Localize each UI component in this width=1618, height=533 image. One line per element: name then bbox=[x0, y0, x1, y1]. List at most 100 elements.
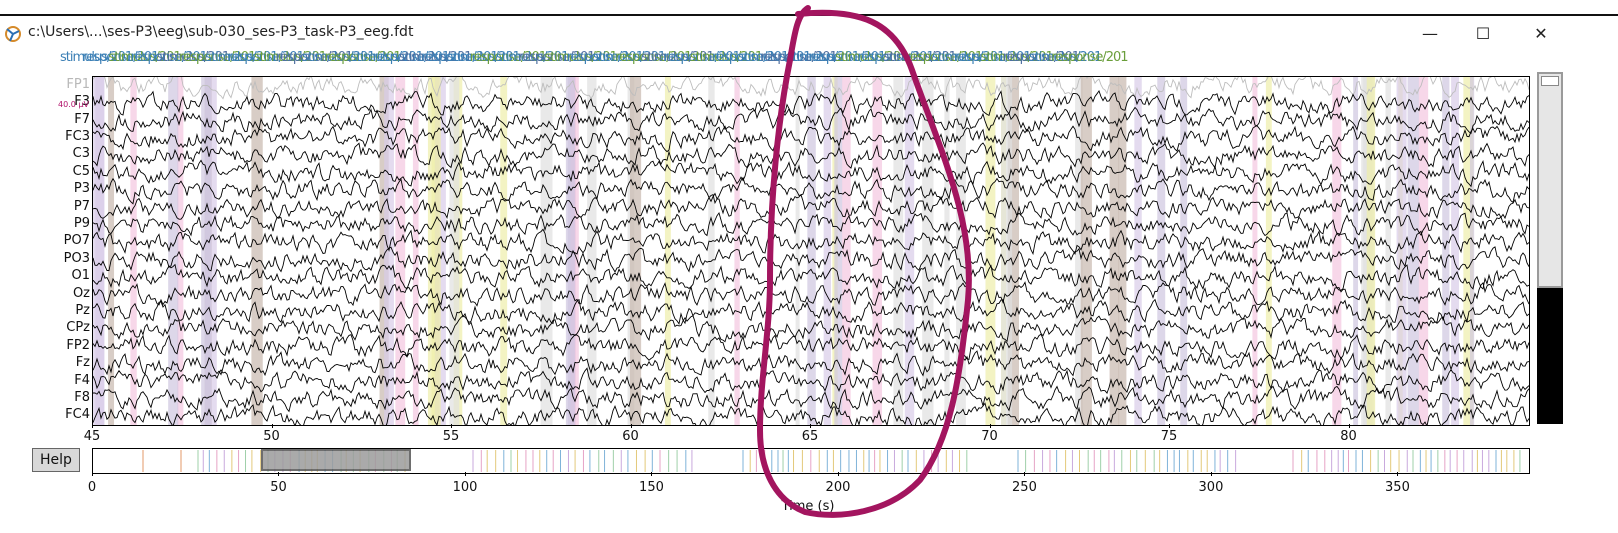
channel-label[interactable]: FP1 bbox=[66, 76, 90, 92]
overview-tick-mark bbox=[92, 472, 93, 476]
annotation-label: response/201 bbox=[421, 50, 498, 65]
close-icon: ✕ bbox=[1534, 23, 1548, 43]
annotation-label: stimulus/201 bbox=[689, 50, 763, 65]
annotation-label: stimulus/201 bbox=[60, 50, 133, 65]
annotation-span bbox=[1157, 77, 1166, 425]
channel-label[interactable]: PO7 bbox=[63, 233, 90, 249]
channel-label[interactable]: C5 bbox=[72, 163, 90, 179]
overview-tick-mark bbox=[1397, 472, 1399, 476]
channel-label[interactable]: P9 bbox=[73, 215, 90, 231]
channel-label[interactable]: CPz bbox=[66, 320, 90, 336]
annotation-span bbox=[1385, 77, 1391, 425]
annotation-span bbox=[1469, 77, 1475, 425]
channel-label[interactable]: P3 bbox=[73, 181, 90, 197]
annotation-span bbox=[1451, 77, 1459, 425]
overview-tick-mark bbox=[1210, 472, 1212, 476]
channel-label[interactable]: F8 bbox=[74, 389, 90, 405]
x-tick-mark bbox=[271, 424, 273, 428]
annotation-label: stimulus/201 bbox=[253, 50, 327, 65]
annotation-span bbox=[1353, 77, 1359, 425]
x-tick-mark bbox=[630, 424, 632, 428]
annotation-label: response/201 bbox=[1051, 50, 1128, 65]
channel-label[interactable]: C3 bbox=[72, 146, 90, 162]
channel-label[interactable]: Fz bbox=[75, 355, 90, 371]
x-tick-label: 50 bbox=[263, 429, 280, 444]
annotation-span bbox=[1366, 77, 1376, 425]
x-tick-label: 45 bbox=[83, 429, 101, 444]
overview-tick-label: 350 bbox=[1385, 480, 1410, 495]
annotation-span bbox=[795, 77, 800, 425]
annotation-span bbox=[108, 77, 115, 425]
channel-label[interactable]: FC4 bbox=[65, 407, 90, 423]
channel-label[interactable]: F3 bbox=[74, 94, 90, 110]
channel-label[interactable]: Oz bbox=[72, 285, 90, 301]
annotation-span bbox=[1118, 77, 1127, 425]
eeg-traces-canvas[interactable] bbox=[93, 77, 1529, 425]
maximize-button[interactable]: ☐ bbox=[1460, 18, 1506, 48]
x-tick-mark bbox=[989, 424, 991, 428]
annotation-span bbox=[1361, 77, 1373, 425]
channel-label[interactable]: F7 bbox=[74, 111, 90, 127]
annotation-span bbox=[587, 77, 597, 425]
annotation-label: stimulus/201 bbox=[399, 50, 472, 65]
annotation-span bbox=[431, 77, 441, 425]
overview-tick-label: 200 bbox=[825, 480, 851, 495]
overview-tick-mark bbox=[1024, 472, 1026, 476]
overview-tick-label: 0 bbox=[87, 480, 97, 495]
annotation-span bbox=[664, 77, 671, 425]
channel-label[interactable]: FC3 bbox=[65, 128, 90, 144]
annotation-span bbox=[412, 77, 419, 425]
eeg-traces-plot[interactable] bbox=[92, 76, 1530, 426]
annotation-span bbox=[1418, 77, 1429, 425]
x-tick-label: 75 bbox=[1160, 429, 1178, 444]
annotation-label: stimulus/201 bbox=[350, 50, 424, 65]
channel-label[interactable]: FP2 bbox=[66, 337, 90, 353]
annotation-span bbox=[1442, 77, 1450, 425]
annotation-span bbox=[500, 77, 508, 425]
x-tick-label: 70 bbox=[981, 429, 998, 444]
annotation-label: stimulus/201 bbox=[544, 50, 618, 65]
annotation-span bbox=[130, 77, 137, 425]
help-button[interactable]: Help bbox=[32, 448, 80, 472]
annotation-span bbox=[734, 77, 740, 425]
overview-tick-label: 50 bbox=[270, 480, 287, 495]
overview-tick-mark bbox=[837, 472, 839, 476]
annotation-label: stimulus/201 bbox=[592, 50, 666, 65]
annotation-label: stimulus/201 bbox=[447, 50, 521, 65]
matplotlib-mne-icon bbox=[5, 26, 21, 42]
annotation-span bbox=[1007, 77, 1020, 425]
channel-scrollbar-thumb[interactable] bbox=[1537, 72, 1563, 288]
annotation-span bbox=[201, 77, 212, 425]
overview-tick-label: 150 bbox=[639, 480, 664, 495]
close-button[interactable]: ✕ bbox=[1518, 18, 1564, 48]
channel-label[interactable]: P7 bbox=[73, 198, 90, 214]
annotation-span bbox=[95, 77, 105, 425]
annotation-span bbox=[540, 77, 553, 425]
annotation-span bbox=[1332, 77, 1342, 425]
channel-scrollbar-handle[interactable] bbox=[1541, 76, 1559, 86]
overview-bar[interactable] bbox=[92, 448, 1530, 474]
annotation-label: response/201 bbox=[518, 50, 595, 65]
annotation-label: response/201 bbox=[954, 50, 1031, 65]
overview-view-window[interactable] bbox=[261, 449, 411, 471]
window-top-edge bbox=[0, 0, 1618, 4]
channel-label[interactable]: F4 bbox=[74, 372, 90, 388]
overview-tick-label: 250 bbox=[1012, 480, 1037, 495]
overview-tick-mark bbox=[651, 472, 653, 476]
annotation-span bbox=[893, 77, 904, 425]
annotation-span bbox=[629, 77, 642, 425]
annotation-span bbox=[168, 77, 179, 425]
annotation-label: response/201 bbox=[372, 50, 450, 65]
channel-label[interactable]: O1 bbox=[71, 268, 90, 284]
annotation-span bbox=[567, 77, 575, 425]
annotation-label: response/201 bbox=[179, 50, 256, 65]
annotation-span bbox=[1252, 77, 1258, 425]
x-tick-label: 80 bbox=[1340, 429, 1357, 444]
channel-label[interactable]: Pz bbox=[75, 302, 90, 318]
channel-label[interactable]: PO3 bbox=[63, 250, 90, 266]
x-tick-mark bbox=[1348, 424, 1350, 428]
title-bar[interactable]: c:\Users\...\ses-P3\eeg\sub-030_ses-P3_t… bbox=[0, 16, 1618, 50]
maximize-icon: ☐ bbox=[1475, 23, 1491, 43]
minimize-button[interactable]: — bbox=[1407, 18, 1453, 48]
window-title: c:\Users\...\ses-P3\eeg\sub-030_ses-P3_t… bbox=[28, 24, 414, 40]
